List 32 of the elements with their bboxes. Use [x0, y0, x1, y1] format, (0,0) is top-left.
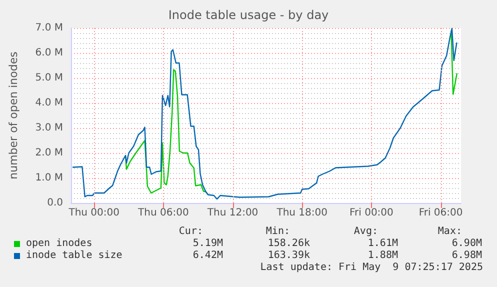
text: Min:	[266, 226, 290, 237]
x-tick-label: Thu 06:00	[137, 208, 189, 218]
x-tick-label: Thu 18:00	[276, 208, 328, 218]
x-tick-label: Fri 06:00	[418, 208, 463, 218]
text: 6.98M	[452, 250, 482, 261]
y-tick-label: 3.0 M	[35, 122, 63, 134]
text: Max:	[438, 226, 462, 237]
legend-label: open inodes	[26, 238, 92, 249]
y-axis-title: number of open inodes	[7, 51, 20, 180]
y-tick-label: 0.0	[47, 198, 63, 208]
text: Avg:	[354, 226, 378, 237]
text: 6.90M	[452, 238, 482, 249]
x-tick-label: Fri 00:00	[349, 208, 394, 218]
y-tick-label: 4.0 M	[35, 98, 63, 108]
text: 5.19M	[192, 238, 223, 249]
y-tick-label: 6.0 M	[35, 48, 63, 58]
text: 163.39k	[268, 250, 310, 261]
x-tick-label: Thu 00:00	[68, 208, 120, 218]
x-tick-label: Thu 12:00	[206, 208, 258, 218]
legend-label: inode table size	[26, 250, 122, 261]
line-series	[72, 28, 458, 200]
y-tick-label: 1.0 M	[35, 172, 63, 184]
y-tick-label: 7.0 M	[35, 22, 63, 34]
chart-title: Inode table usage - by day	[168, 8, 329, 22]
text: Cur:	[178, 226, 203, 237]
text: 1.88M	[368, 250, 398, 261]
text: Last update: Fri May 9 07:25:17 2025	[260, 262, 483, 273]
text: 158.26k	[268, 238, 310, 249]
text: 1.61M	[368, 238, 398, 249]
y-tick-label: 2.0 M	[35, 148, 63, 158]
text: 6.42M	[192, 250, 223, 261]
y-tick-label: 5.0 M	[35, 72, 63, 84]
